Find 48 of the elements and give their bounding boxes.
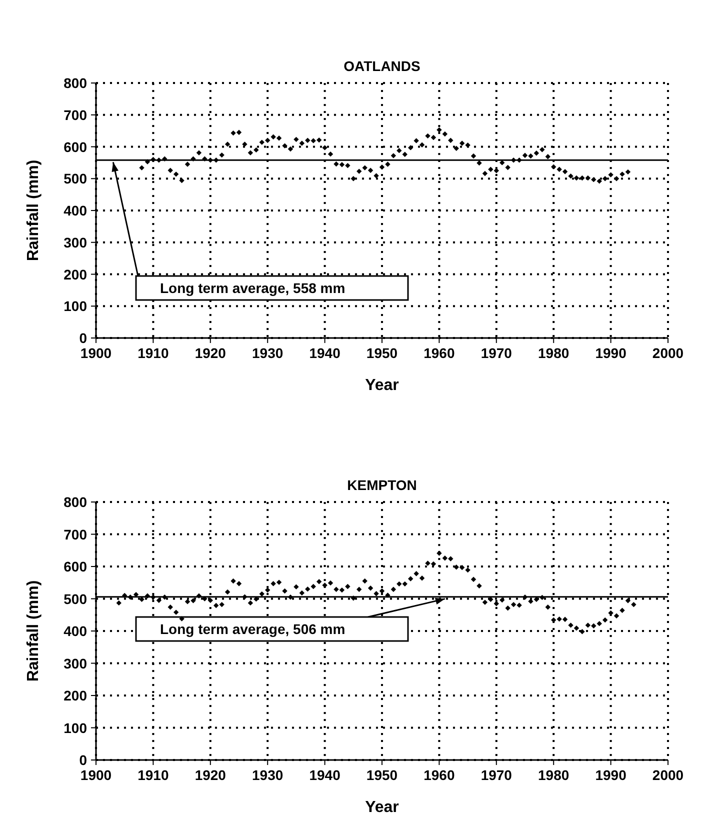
y-tick-label: 500	[64, 590, 88, 607]
x-tick-label: 1980	[538, 345, 570, 361]
x-tick-label: 1940	[309, 345, 341, 361]
x-tick-label: 1920	[194, 345, 226, 361]
x-tick-label: 1920	[194, 767, 226, 783]
x-tick-label: 1900	[80, 767, 112, 783]
y-tick-label: 600	[64, 138, 88, 155]
y-tick-label: 100	[64, 720, 88, 736]
y-axis-title: Rainfall (mm)	[25, 160, 42, 262]
x-tick-label: 1990	[595, 345, 627, 361]
x-tick-label: 2000	[652, 345, 684, 361]
y-tick-label: 0	[79, 330, 88, 346]
x-axis-title: Year	[365, 799, 399, 816]
y-tick-label: 300	[64, 234, 88, 250]
x-tick-label: 1930	[252, 345, 284, 361]
y-tick-label: 400	[64, 623, 88, 639]
chart-title: OATLANDS	[344, 58, 420, 74]
y-tick-label: 0	[79, 752, 88, 768]
x-tick-label: 1910	[138, 767, 169, 783]
x-tick-label: 1960	[424, 767, 455, 783]
x-axis-title: Year	[365, 377, 399, 394]
y-tick-label: 500	[64, 170, 88, 187]
y-tick-label: 300	[64, 655, 88, 672]
y-tick-label: 400	[64, 202, 88, 218]
x-tick-label: 1940	[309, 767, 341, 783]
y-tick-label: 600	[64, 558, 88, 574]
y-tick-label: 200	[64, 266, 88, 282]
x-tick-label: 1970	[480, 345, 512, 361]
x-tick-label: 2000	[652, 767, 684, 783]
chart-title: KEMPTON	[347, 477, 417, 493]
y-tick-label: 700	[64, 526, 88, 542]
x-tick-label: 1990	[595, 767, 627, 783]
x-tick-label: 1910	[138, 345, 169, 361]
x-tick-label: 1970	[480, 767, 512, 783]
y-tick-label: 800	[64, 494, 88, 510]
y-tick-label: 100	[64, 298, 88, 314]
x-tick-label: 1960	[424, 345, 455, 361]
y-tick-label: 800	[64, 75, 88, 91]
x-tick-label: 1900	[80, 345, 112, 361]
y-tick-label: 700	[64, 106, 88, 123]
x-tick-label: 1950	[366, 345, 398, 361]
y-tick-label: 200	[64, 688, 88, 704]
x-tick-label: 1980	[538, 767, 570, 783]
ref-line-label: Long term average, 558 mm	[160, 280, 346, 296]
x-tick-label: 1930	[252, 767, 284, 783]
x-tick-label: 1950	[366, 767, 398, 783]
ref-line-label: Long term average, 506 mm	[160, 621, 346, 637]
y-axis-title: Rainfall (mm)	[25, 580, 42, 682]
